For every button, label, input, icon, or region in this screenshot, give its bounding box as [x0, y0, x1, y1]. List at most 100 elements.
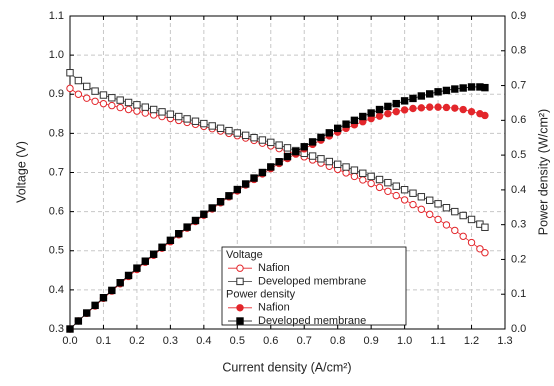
data-point [384, 102, 392, 111]
data-point [375, 112, 384, 120]
data-point [275, 158, 283, 166]
data-point [350, 172, 359, 181]
data-point [400, 186, 409, 194]
x-tick-label: 0.8 [330, 335, 345, 347]
data-point [267, 138, 275, 147]
data-point [175, 112, 183, 121]
legend-title: Power density [226, 289, 296, 301]
data-point [333, 160, 342, 168]
data-point [175, 230, 183, 238]
data-point [442, 221, 451, 229]
series-line [69, 88, 486, 254]
y-tick-label: 1.0 [49, 49, 64, 61]
data-point [476, 245, 484, 253]
plot-frame [69, 15, 506, 330]
data-point [400, 106, 409, 114]
data-point [124, 98, 133, 107]
data-point [166, 236, 175, 245]
x-tick-label: 1.2 [464, 335, 479, 347]
y-axis-label: Voltage (V) [14, 141, 28, 203]
y2-tick-label: 0.5 [511, 149, 526, 161]
data-point [426, 196, 434, 204]
y-tick-label: 0.6 [49, 206, 64, 218]
data-point [225, 192, 233, 200]
legend-marker [236, 304, 244, 312]
data-point [350, 166, 359, 174]
data-point [375, 105, 384, 114]
data-point [225, 126, 233, 135]
data-point [384, 187, 392, 195]
data-point [99, 91, 108, 99]
data-point [400, 196, 409, 204]
data-point [66, 325, 74, 333]
data-point [442, 103, 451, 112]
data-point [108, 286, 116, 295]
data-point [133, 107, 141, 115]
data-point [108, 101, 116, 110]
data-point [359, 169, 367, 177]
y-tick-label: 1.1 [49, 10, 64, 22]
legend-label: Developed membrane [258, 315, 366, 327]
y2-axis-label: Power density (W/cm²) [536, 109, 550, 235]
data-point [392, 182, 400, 190]
data-point [99, 294, 108, 302]
data-point [400, 97, 409, 105]
data-point [451, 104, 459, 112]
y2-tick-label: 0.6 [511, 114, 526, 126]
data-point [426, 210, 434, 219]
data-point [300, 143, 308, 151]
data-point [124, 105, 133, 114]
data-point [258, 168, 267, 177]
data-point [292, 147, 300, 156]
data-point [233, 185, 242, 194]
data-point [359, 176, 367, 184]
data-point [384, 178, 392, 187]
data-point [83, 309, 91, 317]
legend-marker [236, 264, 244, 272]
data-point [426, 103, 434, 111]
data-point [141, 257, 149, 265]
data-point [459, 84, 467, 92]
data-point [191, 216, 200, 225]
x-tick-label: 0.6 [263, 335, 278, 347]
y2-tick-label: 0.2 [511, 253, 526, 265]
data-point [74, 76, 83, 85]
data-point [417, 193, 426, 201]
data-point [66, 69, 74, 77]
y-tick-label: 0.3 [49, 323, 64, 335]
data-point [116, 96, 124, 104]
y-tick-label: 0.7 [49, 166, 64, 178]
data-point [367, 109, 375, 117]
data-point [467, 215, 476, 224]
data-point [467, 238, 476, 247]
data-point [317, 133, 325, 142]
data-point [216, 124, 225, 132]
data-point [258, 136, 267, 144]
data-point [241, 180, 250, 188]
data-point [317, 155, 325, 163]
legend-label: Developed membrane [258, 275, 366, 287]
data-point [183, 115, 191, 123]
data-point [208, 122, 216, 130]
data-point [409, 104, 417, 113]
data-point [158, 108, 166, 116]
data-point [141, 103, 149, 111]
legend-box [221, 246, 407, 326]
data-point [83, 94, 91, 102]
data-point [216, 198, 225, 206]
y2-tick-label: 0.7 [511, 79, 526, 91]
data-point [283, 144, 292, 152]
y2-tick-label: 0.3 [511, 219, 526, 231]
data-point [384, 110, 392, 118]
data-point [434, 103, 442, 111]
y-tick-label: 0.4 [49, 284, 64, 296]
data-point [91, 97, 99, 105]
y2-tick-label: 0.1 [511, 288, 526, 300]
data-point [350, 116, 359, 125]
data-point [442, 86, 451, 95]
data-point [409, 189, 417, 197]
data-point [481, 111, 489, 120]
data-point [183, 223, 191, 231]
data-point [108, 94, 116, 102]
